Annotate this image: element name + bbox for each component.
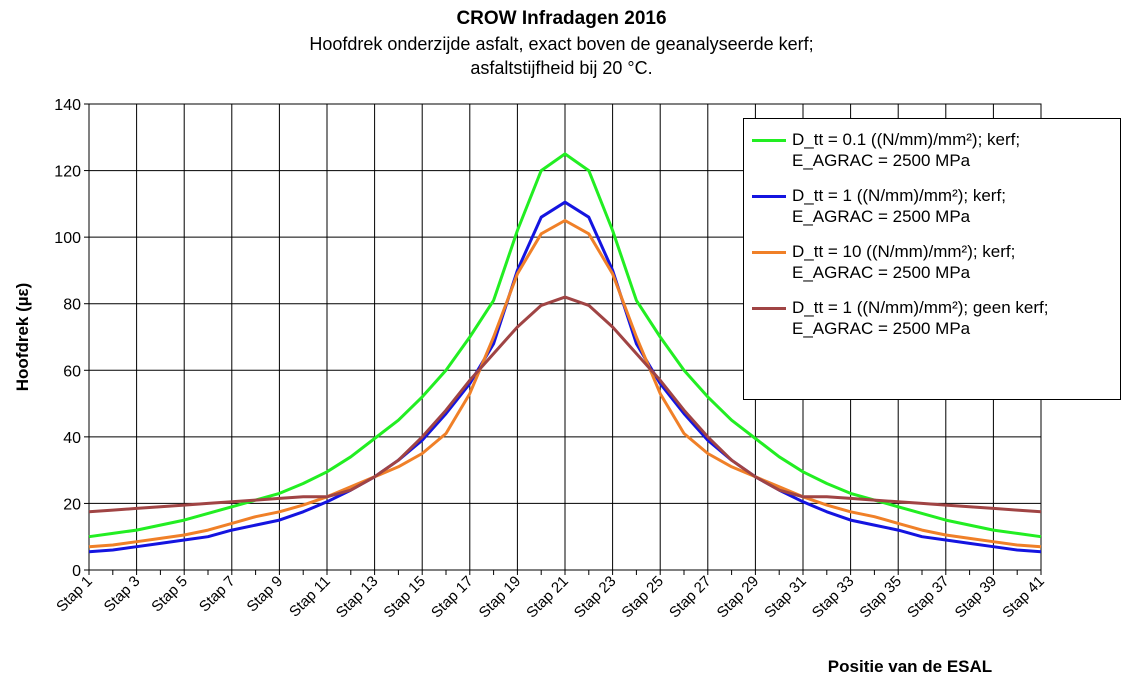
x-tick-label: Stap 9 <box>244 573 287 616</box>
x-tick-label: Stap 35 <box>856 573 905 622</box>
x-axis-label: Positie van de ESAL <box>828 657 992 676</box>
legend-swatch <box>752 195 786 198</box>
x-tick-label: Stap 5 <box>148 573 191 616</box>
x-tick-label: Stap 41 <box>999 573 1048 622</box>
x-tick-label: Stap 37 <box>904 573 953 622</box>
series-line <box>88 219 1042 549</box>
x-tick-label: Stap 31 <box>761 573 810 622</box>
legend: D_tt = 0.1 ((N/mm)/mm²); kerf; E_AGRAC =… <box>743 118 1121 400</box>
x-tick-label: Stap 33 <box>809 573 858 622</box>
x-tick-label: Stap 7 <box>196 573 239 616</box>
legend-label: D_tt = 10 ((N/mm)/mm²); kerf; E_AGRAC = … <box>792 242 1016 282</box>
legend-swatch <box>752 251 786 254</box>
y-tick-label: 80 <box>63 297 81 314</box>
legend-item: D_tt = 1 ((N/mm)/mm²); geen kerf; E_AGRA… <box>752 297 1112 339</box>
legend-item: D_tt = 1 ((N/mm)/mm²); kerf; E_AGRAC = 2… <box>752 185 1112 227</box>
legend-label: D_tt = 1 ((N/mm)/mm²); kerf; E_AGRAC = 2… <box>792 186 1006 226</box>
x-tick-label: Stap 11 <box>286 573 334 621</box>
x-tick-label: Stap 13 <box>333 573 382 622</box>
legend-item: D_tt = 10 ((N/mm)/mm²); kerf; E_AGRAC = … <box>752 241 1112 283</box>
legend-label: D_tt = 0.1 ((N/mm)/mm²); kerf; E_AGRAC =… <box>792 130 1021 170</box>
legend-label: D_tt = 1 ((N/mm)/mm²); geen kerf; E_AGRA… <box>792 298 1049 338</box>
legend-item: D_tt = 0.1 ((N/mm)/mm²); kerf; E_AGRAC =… <box>752 129 1112 171</box>
series-line <box>88 152 1042 539</box>
x-tick-label: Stap 25 <box>618 573 667 622</box>
chart-subtitle: Hoofdrek onderzijde asfalt, exact boven … <box>309 34 814 78</box>
y-tick-label: 0 <box>72 563 81 580</box>
x-tick-label: Stap 39 <box>952 573 1001 622</box>
x-tick-label: Stap 17 <box>428 573 477 622</box>
y-tick-label: 100 <box>54 230 81 247</box>
x-tick-label: Stap 23 <box>571 573 620 622</box>
y-tick-label: 40 <box>63 430 81 447</box>
y-axis-label: Hoofdrek (µε) <box>13 283 32 392</box>
x-tick-label: Stap 29 <box>714 573 763 622</box>
y-tick-label: 20 <box>63 496 81 513</box>
series-line <box>88 200 1042 554</box>
legend-swatch <box>752 139 786 142</box>
series-line <box>88 295 1042 514</box>
y-tick-label: 140 <box>54 97 81 114</box>
x-tick-label: Stap 15 <box>380 573 429 622</box>
legend-swatch <box>752 307 786 310</box>
x-tick-label: Stap 21 <box>523 573 572 622</box>
y-tick-label: 60 <box>63 363 81 380</box>
y-tick-label: 120 <box>54 164 81 181</box>
x-tick-label: Stap 27 <box>666 573 715 622</box>
chart-title: CROW Infradagen 2016 <box>456 8 667 29</box>
x-tick-label: Stap 3 <box>101 573 144 616</box>
x-tick-label: Stap 19 <box>476 573 525 622</box>
